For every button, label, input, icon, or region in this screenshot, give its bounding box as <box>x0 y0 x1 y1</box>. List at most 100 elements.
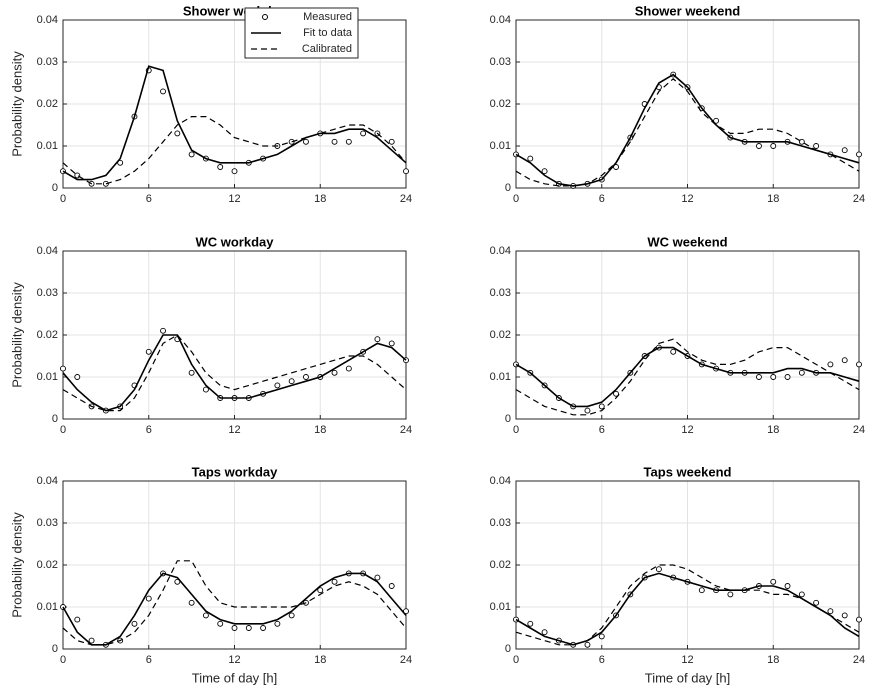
x-tick-label: 6 <box>599 424 605 436</box>
axes-box <box>62 250 407 420</box>
panel: 0 0.01 0.02 0.03 0.04 0 6 12 18 24 WC workday Proba… <box>9 234 412 435</box>
measured-point <box>317 587 324 594</box>
y-tick-label: 0.04 <box>37 475 58 487</box>
y-tick-label: 0.02 <box>490 559 511 571</box>
measured-point <box>303 374 309 380</box>
x-tick-label: 0 <box>513 654 519 666</box>
y-tick-label: 0.04 <box>37 14 58 26</box>
y-tick-label: 0.02 <box>37 559 58 571</box>
axes-box <box>515 480 860 650</box>
series-line <box>62 572 407 646</box>
legend-label: Fit to data <box>303 27 353 39</box>
measured-point <box>856 151 862 158</box>
measured-point <box>388 138 395 145</box>
measured-point <box>403 168 409 175</box>
measured-point <box>160 327 166 334</box>
measured-point <box>584 407 591 414</box>
x-tick-label: 18 <box>314 424 326 436</box>
measured-point <box>841 357 848 364</box>
measured-point <box>174 130 181 137</box>
measured-point <box>102 180 109 187</box>
y-tick-label: 0.01 <box>490 371 511 383</box>
measured-point <box>360 130 367 137</box>
measured-point <box>403 608 409 615</box>
measured-point <box>74 172 81 179</box>
measured-point <box>613 164 619 170</box>
measured-point <box>541 168 548 175</box>
x-tick-label: 24 <box>400 424 412 436</box>
x-tick-label: 0 <box>513 193 519 205</box>
y-tick-label: 0.03 <box>490 56 511 68</box>
measured-point <box>841 147 848 154</box>
measured-point <box>784 583 791 589</box>
measured-point <box>374 574 381 581</box>
measured-point <box>217 620 224 627</box>
panel: 0 0.01 0.02 0.03 0.04 0 6 12 18 24 Taps workday Pro… <box>9 464 412 685</box>
measured-point <box>541 629 548 636</box>
measured-point <box>598 633 605 640</box>
measured-point <box>727 591 734 598</box>
measured-point <box>88 637 95 644</box>
y-tick-label: 0.01 <box>490 601 511 613</box>
y-axis-label: Probability density <box>9 282 24 388</box>
x-tick-label: 0 <box>60 424 66 436</box>
panel: 0 0.01 0.02 0.03 0.04 0 6 12 18 24 WC weekend <box>490 234 866 435</box>
measured-point <box>217 164 224 170</box>
measured-point <box>856 361 862 368</box>
measured-point <box>188 599 195 606</box>
x-tick-label: 6 <box>146 424 152 436</box>
series-line <box>62 560 407 646</box>
x-tick-label: 18 <box>767 654 779 666</box>
measured-point <box>231 168 238 175</box>
measured-point <box>274 382 281 389</box>
measured-point <box>856 616 862 623</box>
panel: 0 0.01 0.02 0.03 0.04 0 6 12 18 24 Taps weekend Tim… <box>490 464 866 685</box>
x-tick-label: 12 <box>681 654 693 666</box>
series-line <box>515 572 860 646</box>
x-tick-label: 18 <box>314 193 326 205</box>
y-tick-label: 0.04 <box>490 14 511 26</box>
x-tick-label: 12 <box>681 193 693 205</box>
measured-point <box>202 386 209 393</box>
measured-point <box>841 612 848 619</box>
x-tick-label: 6 <box>146 193 152 205</box>
measured-point <box>274 620 281 627</box>
measured-point <box>131 620 138 627</box>
measured-point <box>756 374 762 380</box>
x-tick-label: 18 <box>314 654 326 666</box>
y-tick-label: 0.03 <box>37 56 58 68</box>
y-tick-label: 0.03 <box>37 287 58 299</box>
y-tick-label: 0.02 <box>37 329 58 341</box>
measured-point <box>60 365 66 372</box>
measured-point <box>798 369 805 376</box>
measured-point <box>770 578 777 585</box>
measured-point <box>813 599 820 606</box>
measured-point <box>331 138 338 145</box>
x-tick-label: 24 <box>400 654 412 666</box>
measured-point <box>698 587 705 594</box>
measured-point <box>770 143 777 149</box>
x-tick-label: 6 <box>146 654 152 666</box>
axes-box <box>515 19 860 189</box>
legend-label: Calibrated <box>302 43 352 55</box>
measured-point <box>145 348 152 355</box>
measured-point <box>345 365 352 372</box>
x-tick-label: 6 <box>599 193 605 205</box>
y-tick-label: 0.04 <box>490 475 511 487</box>
measured-point <box>813 143 820 149</box>
measured-point <box>145 595 152 602</box>
series-line <box>515 78 860 187</box>
y-tick-label: 0.01 <box>490 140 511 152</box>
x-tick-label: 12 <box>681 424 693 436</box>
measured-point <box>188 151 195 158</box>
panel-title: Taps weekend <box>644 464 732 479</box>
x-tick-label: 0 <box>60 193 66 205</box>
panel-title: Taps workday <box>192 464 279 479</box>
legend-label: Measured <box>303 11 352 23</box>
x-tick-label: 0 <box>513 424 519 436</box>
measured-point <box>798 138 805 145</box>
measured-point <box>598 403 605 410</box>
y-tick-label: 0 <box>505 413 511 425</box>
x-tick-label: 18 <box>767 193 779 205</box>
